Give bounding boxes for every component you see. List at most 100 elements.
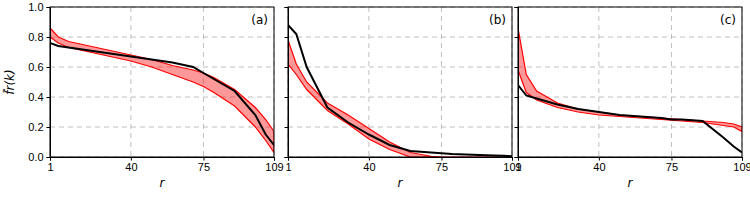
tick: 75 [198, 157, 210, 173]
grid-line [288, 37, 512, 38]
x-label: r [160, 176, 166, 190]
grid-line [598, 7, 599, 157]
tick-mark [285, 67, 289, 68]
tick: 0.8 [28, 31, 50, 43]
band [288, 40, 512, 157]
tick-label: 1.0 [28, 1, 43, 13]
tick-label: 109 [503, 161, 521, 173]
frame [288, 7, 512, 157]
panel: 14075109(c)r [515, 7, 750, 190]
tick-label: 75 [198, 161, 210, 173]
grid-line [288, 67, 512, 68]
y-label: f̃r(k) [3, 69, 17, 94]
tick: 109 [733, 157, 750, 173]
tick: 40 [593, 157, 605, 173]
tick [515, 37, 519, 38]
tick-label: 109 [733, 161, 750, 173]
tick [515, 157, 519, 158]
tick-label: 0.6 [28, 61, 43, 73]
grid-line [441, 7, 442, 157]
tick-mark [285, 7, 289, 8]
panel: 14075109(b)r [285, 7, 522, 190]
x-axis: 1 40 75 109 [285, 157, 521, 173]
tick-label: 75 [666, 161, 678, 173]
grid-line [518, 67, 742, 68]
tick-mark [369, 157, 370, 161]
tick-label: 0.8 [28, 31, 43, 43]
line [518, 85, 742, 153]
tick-label: 0.0 [28, 151, 43, 163]
tick [285, 37, 289, 38]
tick [515, 67, 519, 68]
tick-mark [515, 37, 519, 38]
tick: 75 [436, 157, 448, 173]
x-label: r [398, 176, 404, 190]
tick: 0.0 [28, 151, 50, 163]
tick-mark [131, 157, 132, 161]
x-axis: 1 40 75 109 [515, 157, 750, 173]
tick [515, 127, 519, 128]
tick-label: 109 [265, 161, 283, 173]
frame [518, 7, 742, 157]
axis-line [289, 158, 513, 161]
tick-mark [515, 127, 519, 128]
tick: 109 [503, 157, 521, 173]
axis-line [51, 158, 275, 161]
tick [285, 157, 289, 158]
tick-label: 0.4 [28, 91, 43, 103]
tick-mark [47, 97, 51, 98]
figure: 1 40 75 109 0.0 0.2 0.4 0.6 0.8 1.0 (a) r f̃r(k) 1 40 7… [0, 0, 750, 200]
tick-label: 75 [436, 161, 448, 173]
tick-mark [515, 7, 519, 8]
band [50, 28, 274, 153]
grid-line [130, 7, 131, 157]
plot-area [288, 25, 512, 157]
plot-area [50, 28, 274, 153]
tick-label: 40 [125, 161, 137, 173]
tick-mark [47, 157, 51, 158]
tick [515, 97, 519, 98]
grid [50, 7, 274, 157]
tick-mark [515, 67, 519, 68]
tick-label: 1 [285, 161, 291, 173]
plot-area [518, 28, 742, 153]
x-axis: 1 40 75 109 [47, 157, 283, 173]
tick-mark [285, 37, 289, 38]
tick-mark [47, 127, 51, 128]
tick-mark [285, 97, 289, 98]
tick-mark [203, 157, 204, 161]
tick-mark [285, 157, 289, 158]
tick-mark [274, 157, 275, 161]
tick-mark [599, 157, 600, 161]
grid-line [518, 97, 742, 98]
grid-line [50, 127, 274, 128]
tick-mark [441, 157, 442, 161]
grid-line [518, 37, 742, 38]
tick-mark [742, 157, 743, 161]
tick: 1.0 [28, 1, 50, 13]
tick: 1 [47, 157, 53, 173]
tick: 75 [666, 157, 678, 173]
tick: 40 [125, 157, 137, 173]
grid-line [671, 7, 672, 157]
grid [288, 7, 512, 157]
tick-label: 0.2 [28, 121, 43, 133]
grid-line [50, 37, 274, 38]
tick: 40 [363, 157, 375, 173]
grid [518, 7, 742, 157]
panel-label: (c) [720, 13, 736, 27]
panel-label: (a) [251, 13, 268, 27]
tick-mark [671, 157, 672, 161]
tick [285, 7, 289, 8]
tick-label: 1 [47, 161, 53, 173]
tick: 1 [515, 157, 521, 173]
line [288, 25, 512, 156]
tick [285, 67, 289, 68]
tick-mark [47, 67, 51, 68]
tick: 0.4 [28, 91, 50, 103]
tick [285, 97, 289, 98]
tick-label: 40 [363, 161, 375, 173]
tick: 0.2 [28, 121, 50, 133]
y-axis: 0.0 0.2 0.4 0.6 0.8 1.0 [28, 1, 50, 163]
tick-mark [515, 157, 519, 158]
